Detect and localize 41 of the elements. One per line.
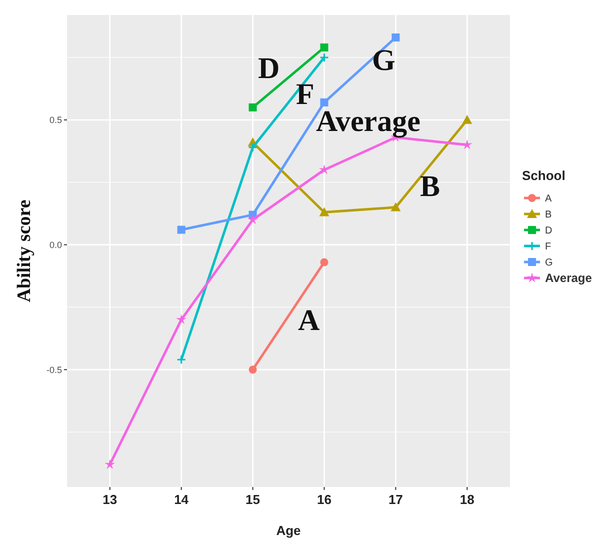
annotation: D xyxy=(258,52,280,85)
x-tick-label: 13 xyxy=(102,492,118,507)
point xyxy=(392,33,400,42)
legend-label: F xyxy=(545,242,552,252)
point xyxy=(104,459,116,469)
annotation: F xyxy=(296,78,314,111)
point xyxy=(248,366,257,374)
point xyxy=(320,258,328,266)
annotation: A xyxy=(298,304,320,337)
legend-label: B xyxy=(545,210,552,220)
point xyxy=(176,354,186,364)
legend-label: Average xyxy=(545,271,592,286)
y-axis-title: Ability score xyxy=(14,200,35,302)
point xyxy=(462,114,472,124)
y-tick-label: -0.5 xyxy=(46,364,62,375)
point xyxy=(248,214,258,224)
point xyxy=(390,202,401,212)
point xyxy=(319,207,330,216)
x-tick-label: 17 xyxy=(388,492,403,507)
y-tick-label: 0.5 xyxy=(49,115,62,126)
annotation: B xyxy=(420,170,440,203)
point xyxy=(176,314,187,324)
legend-title: School xyxy=(522,168,566,183)
point xyxy=(248,103,257,112)
point xyxy=(319,52,329,62)
x-tick-label: 15 xyxy=(246,492,260,507)
x-tick-label: 16 xyxy=(316,492,332,507)
point xyxy=(177,226,186,234)
point xyxy=(462,139,472,150)
point xyxy=(320,98,328,106)
y-tick-label: 0.0 xyxy=(49,240,62,250)
annotation: G xyxy=(372,44,396,77)
annotation: Average xyxy=(316,105,420,138)
legend-label: D xyxy=(545,226,552,236)
point xyxy=(320,43,328,52)
legend-label: A xyxy=(545,194,552,204)
x-tick-label: 14 xyxy=(174,492,190,507)
point xyxy=(248,142,258,152)
x-axis-title: Age xyxy=(276,523,301,538)
x-tick-label: 18 xyxy=(460,492,474,507)
legend-label: G xyxy=(545,258,553,268)
